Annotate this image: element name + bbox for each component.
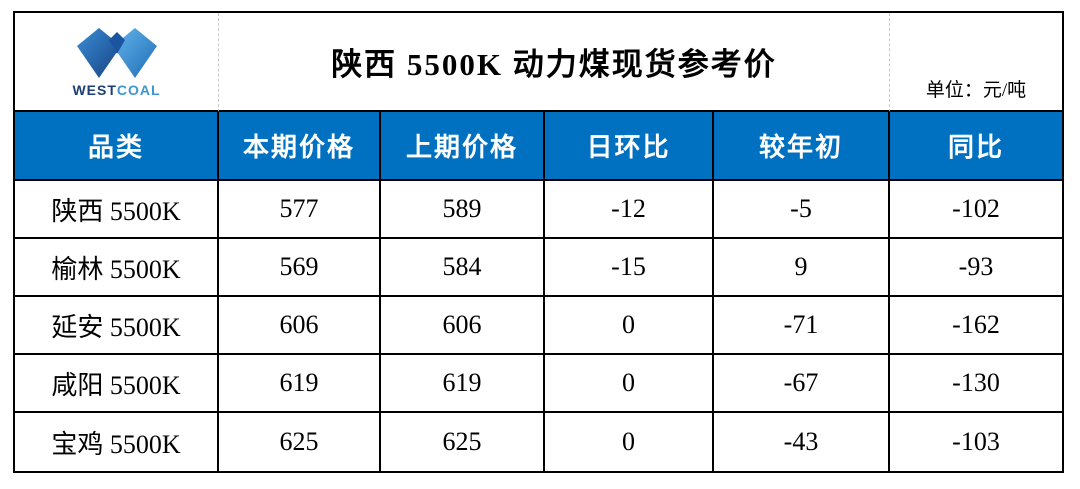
brand-wordmark: WESTCOAL bbox=[72, 82, 160, 98]
table-cell: 0 bbox=[545, 297, 714, 355]
table-cell: -15 bbox=[545, 239, 714, 297]
table-cell: 9 bbox=[714, 239, 890, 297]
table-cell: 0 bbox=[545, 413, 714, 471]
table-cell: 0 bbox=[545, 355, 714, 413]
brand-logo-block: WESTCOAL bbox=[15, 13, 219, 112]
table-body: 陕西 5500K 577 589 -12 -5 -102 榆林 5500K 569 584 -15… bbox=[15, 181, 1062, 471]
table-cell: -130 bbox=[890, 355, 1062, 413]
table-cell: 606 bbox=[381, 297, 545, 355]
col-header-daily-change: 日环比 bbox=[545, 112, 714, 181]
row-category-cell: 宝鸡 5500K bbox=[15, 413, 219, 471]
price-table-card: WESTCOAL 陕西 5500K 动力煤现货参考价 单位：元/吨 品类 本期价格… bbox=[13, 11, 1064, 473]
table-cell: 569 bbox=[219, 239, 381, 297]
row-category-cell: 咸阳 5500K bbox=[15, 355, 219, 413]
col-header-yoy-change: 同比 bbox=[890, 112, 1062, 181]
table-cell: 606 bbox=[219, 297, 381, 355]
col-header-category: 品类 bbox=[15, 112, 219, 181]
row-category-cell: 陕西 5500K bbox=[15, 181, 219, 239]
row-category-cell: 榆林 5500K bbox=[15, 239, 219, 297]
table-top-band: WESTCOAL 陕西 5500K 动力煤现货参考价 单位：元/吨 bbox=[15, 13, 1062, 112]
table-title: 陕西 5500K 动力煤现货参考价 bbox=[219, 13, 890, 112]
table-cell: 619 bbox=[219, 355, 381, 413]
table-cell: -102 bbox=[890, 181, 1062, 239]
brand-west-label: WEST bbox=[72, 81, 117, 98]
table-cell: -12 bbox=[545, 181, 714, 239]
table-cell: 589 bbox=[381, 181, 545, 239]
table-cell: 625 bbox=[381, 413, 545, 471]
col-header-current-price: 本期价格 bbox=[219, 112, 381, 181]
table-cell: -67 bbox=[714, 355, 890, 413]
table-header-row: 品类 本期价格 上期价格 日环比 较年初 同比 bbox=[15, 112, 1062, 181]
coal-price-table: WESTCOAL 陕西 5500K 动力煤现货参考价 单位：元/吨 品类 本期价格… bbox=[13, 11, 1064, 473]
row-category-cell: 延安 5500K bbox=[15, 297, 219, 355]
table-cell: 577 bbox=[219, 181, 381, 239]
table-cell: -103 bbox=[890, 413, 1062, 471]
westcoal-w-logo-icon bbox=[76, 27, 157, 79]
table-cell: -162 bbox=[890, 297, 1062, 355]
brand-coal-label: COAL bbox=[116, 81, 161, 98]
col-header-ytd-change: 较年初 bbox=[714, 112, 890, 181]
table-cell: 619 bbox=[381, 355, 545, 413]
table-cell: -71 bbox=[714, 297, 890, 355]
unit-label: 单位：元/吨 bbox=[890, 13, 1062, 112]
table-cell: -5 bbox=[714, 181, 890, 239]
table-cell: 584 bbox=[381, 239, 545, 297]
col-header-previous-price: 上期价格 bbox=[381, 112, 545, 181]
table-cell: -93 bbox=[890, 239, 1062, 297]
table-cell: 625 bbox=[219, 413, 381, 471]
table-cell: -43 bbox=[714, 413, 890, 471]
